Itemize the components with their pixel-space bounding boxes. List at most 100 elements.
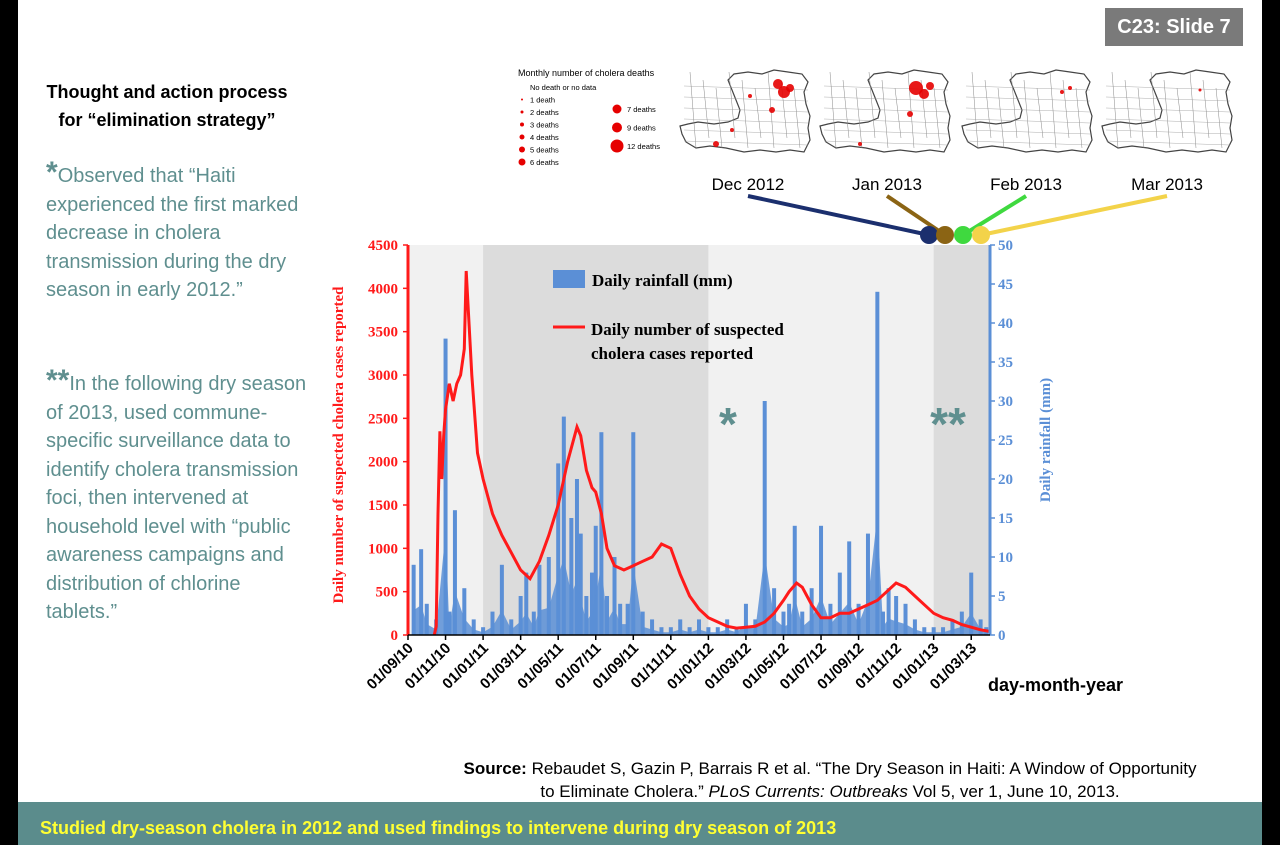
map-legend-item: 2 deaths: [530, 108, 559, 117]
rain-bar: [618, 603, 623, 635]
commune-border: [1176, 87, 1184, 139]
commune-border: [1105, 96, 1231, 102]
cholera-rainfall-chart: 0 500 1000 1500 2000 2500 3000 3500 4000 4500 0 5 1…: [331, 194, 1168, 695]
legend-cases-line: Daily number of suspected: [591, 320, 784, 339]
commune-border: [823, 140, 949, 146]
map-legend-item: 7 deaths: [627, 105, 656, 114]
death-marker: [748, 94, 752, 98]
commune-border: [823, 85, 949, 91]
map-month-label: Jan 2013: [852, 175, 922, 194]
map-labels: Dec 2012 Jan 2013 Feb 2013 Mar 2013: [712, 175, 1203, 194]
commune-border: [1036, 87, 1044, 139]
commune-border: [823, 96, 949, 102]
cases-series-line: [432, 270, 991, 636]
commune-border: [1010, 71, 1018, 139]
rain-bar: [411, 564, 416, 635]
intervention-text: In the following dry season of 2013, use…: [46, 373, 307, 623]
rain-bar: [561, 416, 566, 635]
rain-bar: [706, 627, 711, 635]
right-tick-label: 15: [998, 511, 1013, 527]
rain-bar: [631, 432, 636, 635]
source-line-2b: Vol 5, ver 1, June 10, 2013.: [912, 782, 1120, 801]
source-citation: Source: Rebaudet S, Gazin P, Barrais R e…: [380, 757, 1280, 803]
y-axis-label-right: Daily rainfall (mm): [1038, 378, 1054, 502]
death-marker: [521, 98, 523, 101]
death-marker: [919, 89, 929, 99]
rain-bar: [978, 619, 983, 635]
rain-bar: [668, 627, 673, 635]
rain-bar: [781, 611, 786, 635]
map-legend-item: 1 death: [530, 96, 555, 105]
commune-border: [683, 140, 809, 146]
rain-bar: [950, 619, 955, 635]
death-marker: [907, 111, 913, 117]
observation-text: Observed that “Haiti experienced the fir…: [46, 165, 299, 301]
death-marker: [612, 122, 622, 133]
commune-border: [823, 129, 949, 135]
commune-border: [842, 79, 850, 139]
observation-note: *Observed that “Haiti experienced the fi…: [46, 156, 316, 305]
dry-season-band: [933, 245, 990, 635]
rain-bar: [589, 572, 594, 635]
right-tick-label: 10: [998, 550, 1013, 566]
death-marker: [858, 142, 862, 146]
commune-border: [965, 140, 1091, 146]
rain-bar: [787, 603, 792, 635]
rain-bar: [481, 627, 486, 635]
rainfall-series: [411, 291, 989, 635]
map-legend-items: No death or no data 1 death 2 deaths 3 deat…: [518, 83, 660, 167]
commune-border: [1202, 79, 1210, 139]
rain-bar: [903, 603, 908, 635]
rain-bar: [969, 572, 974, 635]
connector-line: [980, 194, 1168, 237]
double-asterisk: **: [46, 364, 70, 397]
rain-bar: [941, 627, 946, 635]
death-marker: [520, 110, 524, 114]
commune-border: [1189, 71, 1197, 149]
double-asterisk-marker: **: [930, 398, 966, 450]
left-axis-ticks: 0 500 1000 1500 2000 2500 3000 3500 4000 4500: [368, 238, 408, 644]
commune-border: [741, 79, 749, 149]
death-marker: [518, 158, 526, 166]
commune-border: [1105, 85, 1231, 91]
commune-border: [689, 71, 697, 149]
death-marker: [519, 146, 525, 153]
chart-legend: Daily rainfall (mm) Daily number of susp…: [553, 270, 784, 363]
rain-bar: [509, 619, 514, 635]
death-marker: [786, 84, 794, 92]
left-tick-label: 2000: [368, 455, 398, 471]
source-journal: PLoS Currents: Outbreaks: [708, 782, 908, 801]
commune-border: [1105, 107, 1231, 113]
death-marker: [610, 139, 624, 153]
connector-line: [885, 194, 947, 237]
commune-border: [702, 79, 710, 139]
rain-bar: [659, 627, 664, 635]
rain-bar: [605, 596, 610, 635]
rain-bar: [574, 479, 579, 635]
commune-border: [1215, 87, 1223, 149]
map-month-label: Dec 2012: [712, 175, 785, 194]
commune-border: [1111, 71, 1119, 149]
rain-bar: [569, 518, 574, 635]
rain-bar: [922, 627, 927, 635]
heading-line-2: for “elimination strategy”: [58, 110, 276, 130]
right-tick-label: 25: [998, 433, 1013, 449]
left-tick-label: 4500: [368, 238, 398, 254]
rain-bar: [499, 564, 504, 635]
rain-bar: [531, 611, 536, 635]
map-legend-item: No death or no data: [530, 83, 597, 92]
rain-bar: [800, 611, 805, 635]
commune-border: [1105, 118, 1231, 124]
footer-text: Studied dry-season cholera in 2012 and u…: [40, 818, 837, 838]
death-marker: [713, 141, 719, 147]
commune-border: [881, 79, 889, 149]
right-axis-ticks: 0 5 10 15 20 25 30 35 40 45 50: [990, 238, 1013, 644]
month-marker: [936, 226, 954, 244]
haiti-map: [1101, 69, 1233, 153]
rain-bar: [471, 619, 476, 635]
rain-bar: [678, 619, 683, 635]
commune-border: [683, 118, 809, 124]
death-marker: [519, 134, 525, 140]
right-tick-label: 45: [998, 277, 1013, 293]
right-tick-label: 0: [998, 628, 1006, 644]
